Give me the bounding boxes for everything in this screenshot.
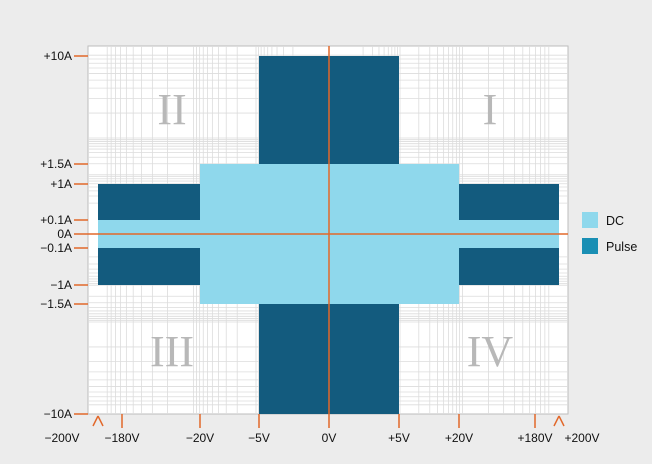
y-tick-label: +10A [44,49,72,63]
x-tick-mark [97,415,104,427]
x-tick-label: +20V [445,431,473,445]
quadrant-label: I [483,85,498,134]
y-tick-label: +1A [50,177,72,191]
x-tick-label: +200V [564,431,599,445]
legend-swatch [582,238,598,254]
x-tick-mark [92,415,99,427]
quadrant-label: III [150,327,194,376]
y-tick-label: 0A [57,227,72,241]
x-tick-label: −20V [186,431,214,445]
x-tick-label: +180V [517,431,552,445]
y-tick-label: −10A [44,407,72,421]
x-tick-label: −180V [104,431,139,445]
x-tick-label: +5V [388,431,410,445]
legend-label: Pulse [606,240,637,254]
x-tick-label: 0V [322,431,337,445]
x-tick-label: −200V [44,431,79,445]
y-tick-label: +0.1A [40,213,72,227]
quadrant-label: IV [467,327,514,376]
y-tick-label: −1A [50,278,72,292]
y-tick-label: −0.1A [40,241,72,255]
y-tick-label: −1.5A [40,297,72,311]
x-tick-mark [558,415,565,427]
x-tick-label: −5V [248,431,270,445]
legend-label: DC [606,214,624,228]
y-tick-label: +1.5A [40,157,72,171]
legend-swatch [582,212,598,228]
x-tick-mark [553,415,560,427]
quadrant-label: II [157,85,186,134]
